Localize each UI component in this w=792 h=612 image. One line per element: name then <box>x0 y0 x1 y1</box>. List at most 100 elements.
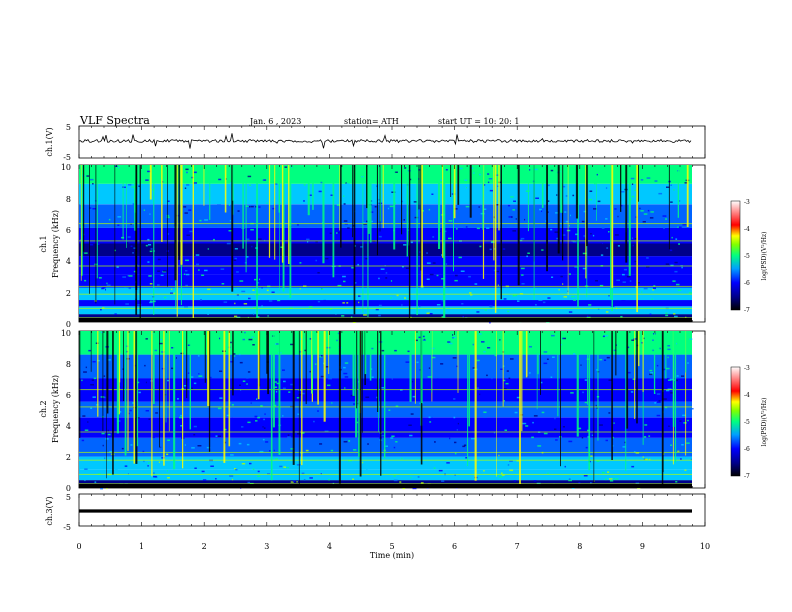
ch2-spec-speckle <box>282 369 285 371</box>
ch1-spec-sferic <box>625 165 628 263</box>
ch2-spec-band <box>79 401 692 418</box>
ch2-spec-speckle <box>148 418 150 420</box>
ch2-spec-speckle <box>471 437 475 440</box>
ch2-spec-speckle <box>201 392 203 394</box>
ch2-spec-speckle <box>85 424 89 426</box>
ch2-spec-speckle <box>252 344 255 346</box>
ch2-spec-tone-line <box>79 431 692 433</box>
ch1-spec-speckle <box>185 259 189 262</box>
ch2-spec-speckle <box>166 470 168 472</box>
ch1-spec-speckle <box>347 227 350 229</box>
ch1-spec-sferic <box>453 165 454 272</box>
ch2-spec-speckle <box>145 338 148 340</box>
ch2-spec-sferic <box>364 331 367 375</box>
ch2-spec-speckle <box>555 439 558 441</box>
ch1-spec-speckle <box>672 280 676 282</box>
ch1-spec-speckle <box>677 289 682 291</box>
ch2-spec-sferic <box>537 331 539 375</box>
ch1-spec-speckle <box>157 284 160 286</box>
ch2-spec-speckle <box>428 416 431 419</box>
ch1-spec-sferic <box>533 165 535 300</box>
ch2-spec-speckle <box>483 416 487 418</box>
ch1-ytick-4: 4 <box>66 257 71 266</box>
ch1-spec-speckle <box>117 216 122 218</box>
ch1-spec-sferic <box>393 165 396 250</box>
ch2-spec-speckle <box>648 458 651 461</box>
ch2-spec-speckle <box>143 460 145 463</box>
ch2-spec-speckle <box>486 374 488 377</box>
ch1-waveform-panel: 5 -5 ch.1(V) <box>45 123 706 162</box>
ch2-spec-speckle <box>675 481 678 483</box>
ch1-spec-speckle <box>684 182 688 184</box>
ch2-spec-speckle <box>438 469 443 472</box>
ch2-spec-sferic <box>457 331 459 393</box>
ch1-spec-speckle <box>149 213 151 215</box>
ch2-spec-speckle <box>370 368 373 370</box>
ch1-spec-speckle <box>213 238 215 241</box>
ch1-spec-speckle <box>92 208 97 210</box>
ch1-spec-speckle <box>145 244 148 247</box>
ch2-spec-speckle <box>433 467 436 469</box>
ch1-spec-speckle <box>188 209 192 211</box>
ch1-spec-speckle <box>306 238 310 241</box>
ch1-spec-speckle <box>164 296 167 299</box>
xtick-6: 6 <box>452 542 457 551</box>
ch1-ytick-0: 0 <box>66 320 71 329</box>
ch1-spec-speckle <box>630 177 635 180</box>
ch2-spec-sferic <box>467 331 469 466</box>
ch1-spec-sferic <box>677 165 679 218</box>
ch1-spec-sferic <box>114 165 116 305</box>
ch1-ylabel-frequency: Frequency (kHz) <box>51 210 60 278</box>
ch2-spec-speckle <box>583 475 588 477</box>
ch1-spec-speckle <box>477 236 480 238</box>
ch2-spec-speckle <box>456 365 459 368</box>
ch2-spectrogram-panel: 0 2 4 6 8 10 ch.2 Frequency (kHz) <box>39 329 706 493</box>
ch2-spec-sferic <box>519 331 521 485</box>
ch2-spec-speckle <box>357 476 362 479</box>
ch2-spec-speckle <box>366 467 368 470</box>
ch1-spec-speckle <box>597 200 601 203</box>
ch1-spec-speckle <box>167 233 169 235</box>
ch2-spec-speckle <box>562 337 564 340</box>
ch1-spec-speckle <box>346 302 349 304</box>
ch1-spec-speckle <box>249 184 252 186</box>
ch1-spec-speckle <box>560 275 563 278</box>
ch1-spec-sferic <box>443 165 446 319</box>
ch1-waveform-line <box>78 133 692 149</box>
ch2-spec-sferic <box>378 331 379 432</box>
ch2-spec-speckle <box>81 439 85 442</box>
ch2-spec-speckle <box>585 446 588 449</box>
ch2-spec-tone-line <box>79 483 692 485</box>
ch2-spec-speckle <box>420 482 424 484</box>
ch2-spec-speckle <box>283 380 286 383</box>
ch1-spec-speckle <box>588 198 592 201</box>
ch1-spec-speckle <box>184 212 188 214</box>
ch1-spec-speckle <box>261 305 263 307</box>
ch2-spec-speckle <box>185 458 188 461</box>
ch2-spec-sferic <box>168 331 170 432</box>
ch1-spec-speckle <box>394 171 398 173</box>
ch1-spec-speckle <box>556 194 558 196</box>
ch1-spec-speckle <box>218 178 222 181</box>
ch2-spec-speckle <box>569 407 574 410</box>
ch1-spec-speckle <box>142 261 144 264</box>
ch2-spec-speckle <box>331 402 333 404</box>
ch2-spec-sferic <box>409 331 412 402</box>
ch1-spec-speckle <box>317 272 320 274</box>
ch1-spec-speckle <box>682 223 687 226</box>
ch2-spec-speckle <box>164 393 167 396</box>
ch2-spec-floor <box>79 484 692 488</box>
ch2-spec-speckle <box>85 403 88 405</box>
ch1-spec-speckle <box>564 211 567 213</box>
ch2-spec-speckle <box>109 450 113 453</box>
ch2-spec-speckle <box>500 368 504 370</box>
ch2-spec-speckle <box>102 444 104 447</box>
ch1-spec-speckle <box>487 181 490 184</box>
ch1-spec-speckle <box>403 244 407 246</box>
ch1-spec-speckle <box>601 227 605 229</box>
ch3-ytick-bottom: -5 <box>63 523 71 532</box>
ch1-spec-speckle <box>270 203 273 205</box>
ch2-spec-sferic <box>232 331 234 396</box>
ch1-spec-speckle <box>402 266 404 268</box>
ch2-spec-speckle <box>201 470 205 473</box>
